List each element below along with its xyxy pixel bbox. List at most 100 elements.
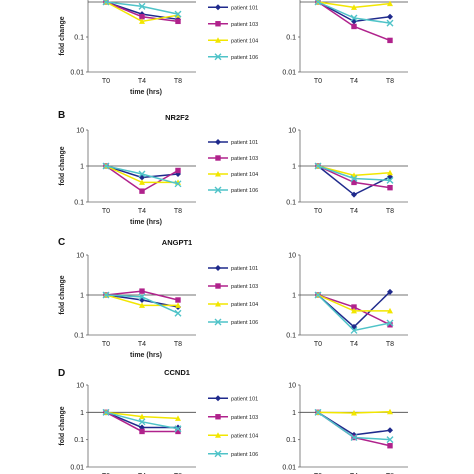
- y-tick-label: 0.01: [282, 465, 296, 472]
- data-point: [351, 179, 357, 186]
- data-point: [102, 291, 110, 299]
- data-point: [138, 2, 146, 10]
- panel-letter: C: [58, 237, 65, 248]
- y-tick-label: 0.1: [286, 35, 296, 42]
- y-tick-label: 10: [76, 383, 84, 390]
- panel-letter: D: [58, 368, 65, 379]
- data-point: [350, 326, 358, 334]
- y-tick-label: 0.01: [70, 70, 84, 77]
- data-point: [139, 14, 145, 20]
- chart-title: ANGPT1: [162, 238, 192, 247]
- data-point: [139, 288, 145, 294]
- series-line: [317, 411, 391, 447]
- legend-label: patient 101: [231, 5, 258, 11]
- y-axis-title: fold change: [59, 16, 66, 55]
- x-tick-label: T8: [386, 208, 394, 215]
- data-point: [387, 13, 393, 20]
- legend-label: patient 104: [231, 38, 258, 44]
- x-tick-label: T4: [350, 341, 358, 348]
- data-point: [139, 302, 145, 308]
- data-point: [387, 169, 393, 176]
- data-point: [174, 10, 182, 18]
- legend-label: patient 106: [231, 452, 258, 458]
- data-point: [314, 408, 322, 416]
- y-tick-label: 0.1: [74, 333, 84, 340]
- legend-marker: [215, 171, 221, 177]
- legend-label: patient 103: [231, 284, 258, 290]
- data-point: [175, 167, 181, 174]
- x-tick-label: T4: [138, 78, 146, 85]
- series-line: [317, 411, 391, 436]
- legend-label: patient 104: [231, 433, 258, 439]
- data-point: [138, 418, 146, 426]
- data-point: [102, 0, 110, 6]
- x-tick-label: T8: [174, 341, 182, 348]
- legend-label: patient 101: [231, 266, 258, 272]
- legend-label: patient 106: [231, 55, 258, 61]
- y-axis-title: fold change: [59, 275, 66, 314]
- data-point: [351, 4, 357, 10]
- legend-label: patient 104: [231, 302, 258, 308]
- y-tick-label: 10: [76, 128, 84, 135]
- y-tick-label: 1: [80, 410, 84, 417]
- data-point: [139, 179, 145, 185]
- x-tick-label: T0: [314, 78, 322, 85]
- legend-marker: [215, 395, 221, 402]
- y-axis-title: fold change: [59, 406, 66, 445]
- data-point: [351, 304, 357, 310]
- y-tick-label: 0.1: [74, 35, 84, 42]
- legend-label: patient 104: [231, 172, 258, 178]
- x-axis-title: time (hrs): [130, 89, 162, 96]
- y-axis-title: fold change: [59, 146, 66, 185]
- x-axis-title: time (hrs): [130, 219, 162, 226]
- legend-marker: [215, 301, 221, 307]
- x-tick-label: T8: [174, 78, 182, 85]
- y-tick-label: 10: [288, 128, 296, 135]
- data-point: [387, 443, 393, 449]
- x-tick-label: T0: [314, 208, 322, 215]
- x-tick-label: T0: [314, 341, 322, 348]
- chart-panel-B-right: 0.1 1 10 T0 T4 T8: [286, 128, 408, 215]
- y-tick-label: 0.01: [282, 70, 296, 77]
- data-point: [175, 428, 181, 435]
- y-tick-label: 10: [76, 253, 84, 260]
- y-tick-label: 10: [288, 383, 296, 390]
- x-tick-label: T8: [386, 78, 394, 85]
- data-point: [314, 0, 322, 6]
- legend-marker: [214, 53, 222, 61]
- data-point: [351, 409, 357, 416]
- legend-marker: [215, 21, 221, 27]
- data-point: [386, 19, 394, 27]
- legend-label: patient 103: [231, 415, 258, 421]
- legend-marker: [215, 283, 221, 289]
- x-tick-label: T0: [102, 78, 110, 85]
- legend-label: patient 101: [231, 396, 258, 402]
- x-tick-label: T4: [138, 208, 146, 215]
- legend-label: patient 101: [231, 140, 258, 146]
- legend-marker: [215, 155, 221, 161]
- y-tick-label: 0.01: [70, 465, 84, 472]
- chart-panel-A-left: 0.01 0.1 T0 T4 T8 fold change time (hrs) patien…: [59, 0, 258, 96]
- data-point: [387, 322, 393, 328]
- chart-panel-C-right: 0.1 1 10 T0 T4 T8: [286, 253, 408, 348]
- legend-marker: [214, 318, 222, 326]
- legend-marker: [215, 432, 221, 438]
- y-tick-label: 1: [292, 410, 296, 417]
- data-point: [386, 176, 394, 184]
- legend-label: patient 106: [231, 188, 258, 194]
- data-point: [102, 162, 110, 170]
- chart-title: CCND1: [164, 368, 190, 377]
- data-point: [175, 18, 181, 25]
- legend-label: patient 103: [231, 22, 258, 28]
- legend-marker: [215, 37, 221, 43]
- chart-title: NR2F2: [165, 113, 189, 122]
- data-point: [387, 37, 393, 44]
- data-point: [387, 288, 393, 295]
- data-point: [350, 14, 358, 22]
- x-tick-label: T4: [350, 208, 358, 215]
- data-point: [351, 307, 357, 314]
- data-point: [174, 309, 182, 317]
- x-tick-label: T0: [102, 341, 110, 348]
